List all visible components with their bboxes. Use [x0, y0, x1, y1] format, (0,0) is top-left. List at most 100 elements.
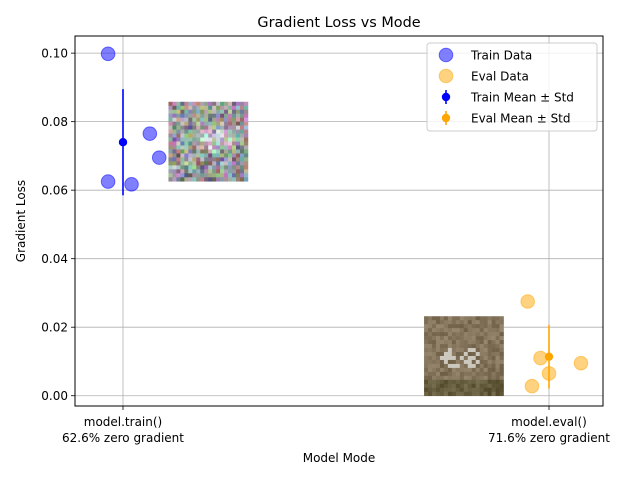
thumbnail-pixel — [459, 355, 465, 361]
thumbnail-pixel — [224, 129, 229, 134]
thumbnail-pixel — [459, 332, 465, 337]
thumbnail-pixel — [184, 121, 189, 126]
thumbnail-pixel — [471, 328, 477, 333]
thumbnail-pixel — [451, 379, 457, 385]
data-point — [142, 126, 158, 141]
thumbnail-pixel — [224, 105, 229, 111]
thumbnail-pixel — [236, 157, 241, 162]
thumbnail-pixel — [451, 336, 457, 341]
thumbnail-pixel — [168, 177, 173, 182]
thumbnail-pixel — [424, 375, 429, 381]
thumbnail-pixel — [491, 328, 496, 333]
thumbnail-pixel — [432, 383, 437, 389]
thumbnail-pixel — [463, 336, 469, 341]
thumbnail-pixel — [172, 169, 177, 174]
thumbnail-pixel — [455, 391, 461, 397]
thumbnail-pixel — [471, 332, 477, 337]
thumbnail-pixel — [216, 165, 221, 170]
thumbnail-pixel — [220, 161, 225, 166]
thumbnail-pixel — [204, 161, 209, 166]
thumbnail-pixel — [439, 320, 445, 325]
thumbnail-pixel — [455, 332, 461, 337]
thumbnail-pixel — [243, 169, 249, 174]
thumbnail-pixel — [487, 363, 492, 369]
thumbnail-pixel — [428, 363, 433, 369]
thumbnail-pixel — [236, 125, 241, 130]
thumbnail-pixel — [479, 344, 484, 349]
thumbnail-pixel — [168, 109, 173, 114]
thumbnail-pixel — [200, 141, 205, 146]
thumbnail-pixel — [495, 336, 500, 341]
thumbnail-pixel — [224, 165, 229, 170]
thumbnail-pixel — [439, 391, 445, 397]
thumbnail-pixel — [479, 355, 484, 361]
thumbnail-pixel — [212, 165, 217, 170]
thumbnail-pixel — [487, 336, 492, 341]
thumbnail-pixel — [499, 348, 504, 353]
thumbnail-pixel — [491, 320, 496, 325]
x-tick-sublabel: 62.6% zero gradient — [62, 431, 184, 445]
thumbnail-pixel — [200, 113, 205, 118]
thumbnail-pixel — [239, 169, 245, 174]
thumbnail-pixel — [475, 328, 480, 333]
thumbnail-pixel — [479, 383, 484, 389]
thumbnail-pixel — [471, 320, 477, 325]
train-sample-thumbnail — [168, 101, 249, 182]
thumbnail-pixel — [424, 320, 429, 325]
thumbnail-pixel — [228, 129, 233, 134]
thumbnail-pixel — [224, 145, 229, 150]
thumbnail-pixel — [491, 391, 496, 397]
thumbnail-pixel — [184, 117, 189, 122]
thumbnail-pixel — [176, 173, 181, 178]
thumbnail-pixel — [459, 379, 465, 385]
thumbnail-pixel — [196, 169, 201, 174]
thumbnail-pixel — [212, 149, 217, 154]
thumbnail-pixel — [204, 125, 209, 130]
thumbnail-pixel — [188, 137, 193, 142]
thumbnail-pixel — [220, 141, 225, 146]
thumbnail-pixel — [184, 113, 189, 118]
thumbnail-pixel — [184, 153, 189, 158]
thumbnail-pixel — [432, 375, 437, 381]
thumbnail-pixel — [192, 173, 197, 178]
thumbnail-pixel — [243, 121, 249, 126]
thumbnail-pixel — [200, 101, 205, 107]
thumbnail-pixel — [176, 141, 181, 146]
thumbnail-pixel — [451, 383, 457, 389]
thumbnail-pixel — [499, 379, 504, 385]
thumbnail-pixel — [208, 109, 213, 114]
thumbnail-pixel — [236, 137, 241, 142]
thumbnail-pixel — [180, 149, 185, 154]
thumbnail-pixel — [443, 363, 449, 369]
thumbnail-pixel — [479, 316, 484, 321]
thumbnail-pixel — [243, 145, 249, 150]
thumbnail-pixel — [236, 149, 241, 154]
thumbnail-pixel — [428, 328, 433, 333]
thumbnail-pixel — [184, 145, 189, 150]
thumbnail-pixel — [224, 137, 229, 142]
thumbnail-pixel — [499, 371, 504, 377]
thumbnail-pixel — [172, 161, 177, 166]
thumbnail-pixel — [451, 387, 457, 393]
thumbnail-pixel — [475, 344, 480, 349]
thumbnail-pixel — [208, 145, 213, 150]
thumbnail-pixel — [432, 387, 437, 393]
thumbnail-pixel — [479, 328, 484, 333]
thumbnail-pixel — [479, 336, 484, 341]
thumbnail-pixel — [200, 173, 205, 178]
thumbnail-pixel — [192, 117, 197, 122]
thumbnail-pixel — [184, 157, 189, 162]
thumbnail-pixel — [499, 387, 504, 393]
thumbnail-pixel — [495, 367, 500, 373]
data-marks — [100, 46, 589, 394]
thumbnail-pixel — [455, 348, 461, 353]
thumbnail-pixel — [192, 169, 197, 174]
y-tick-label: 0.02 — [41, 321, 68, 335]
thumbnail-pixel — [208, 153, 213, 158]
thumbnail-pixel — [459, 316, 465, 321]
thumbnail-pixel — [495, 387, 500, 393]
thumbnail-pixel — [168, 141, 173, 146]
thumbnail-pixel — [188, 113, 193, 118]
thumbnail-pixel — [455, 359, 461, 365]
thumbnail-pixel — [467, 340, 473, 345]
